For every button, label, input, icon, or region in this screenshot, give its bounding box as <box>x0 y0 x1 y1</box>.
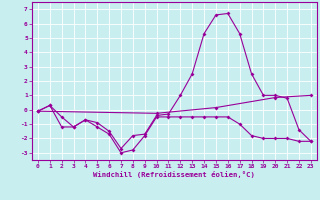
X-axis label: Windchill (Refroidissement éolien,°C): Windchill (Refroidissement éolien,°C) <box>93 171 255 178</box>
